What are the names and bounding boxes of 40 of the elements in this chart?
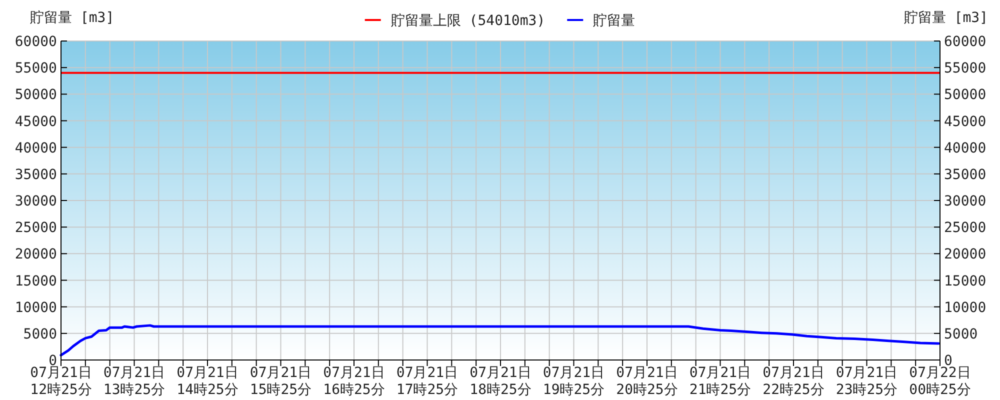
y-tick-label: 60000: [14, 34, 57, 50]
x-tick-label: 07月22日 00時25分: [909, 365, 971, 398]
y2-tick-label: 30000: [944, 194, 986, 210]
y-tick-label: 30000: [14, 194, 57, 210]
y-tick-label: 10000: [14, 300, 57, 316]
y-tick-label: 45000: [14, 114, 57, 130]
x-tick-label: 07月21日 16時25分: [323, 365, 385, 398]
y-tick-label: 15000: [14, 273, 57, 290]
x-tick-label: 07月21日 13時25分: [103, 365, 166, 398]
y2-axis-title: 貯留量 [m3]: [904, 10, 988, 26]
y-tick-label: 20000: [14, 246, 57, 263]
y2-tick-label: 50000: [944, 87, 986, 104]
x-tick-label: 07月21日 17時25分: [396, 365, 458, 398]
y2-tick-label: 20000: [944, 246, 986, 263]
y-tick-label: 55000: [14, 60, 57, 77]
x-tick-label: 07月21日 18時25分: [470, 365, 532, 398]
x-tick-label: 07月21日 20時25分: [616, 365, 678, 398]
y2-tick-label: 15000: [944, 273, 986, 290]
y-tick-label: 40000: [14, 140, 57, 156]
y2-tick-label: 25000: [944, 220, 986, 236]
y-tick-label: 5000: [23, 326, 57, 342]
y2-tick-label: 55000: [944, 60, 986, 77]
x-tick-label: 07月21日 14時25分: [176, 365, 238, 398]
y2-tick-label: 5000: [944, 326, 978, 342]
x-tick-label: 07月21日 23時25分: [836, 365, 898, 398]
x-tick-label: 07月21日 19時25分: [542, 365, 605, 398]
legend-label: 貯留量: [593, 13, 636, 29]
y-tick-label: 35000: [14, 166, 57, 183]
x-tick-label: 07月21日 15時25分: [250, 365, 312, 398]
y2-tick-label: 40000: [944, 140, 986, 156]
legend-label: 貯留量上限 (54010m3): [390, 13, 546, 29]
x-tick-label: 07月21日 21時25分: [689, 365, 752, 398]
y-tick-label: 25000: [14, 220, 57, 236]
y2-tick-label: 35000: [944, 166, 986, 183]
y2-tick-label: 60000: [944, 34, 986, 50]
x-tick-label: 07月21日 22時25分: [762, 365, 824, 398]
y-axis-title: 貯留量 [m3]: [30, 10, 114, 26]
y-tick-label: 50000: [14, 87, 57, 104]
y2-tick-label: 10000: [944, 300, 986, 316]
y2-tick-label: 45000: [944, 114, 986, 130]
